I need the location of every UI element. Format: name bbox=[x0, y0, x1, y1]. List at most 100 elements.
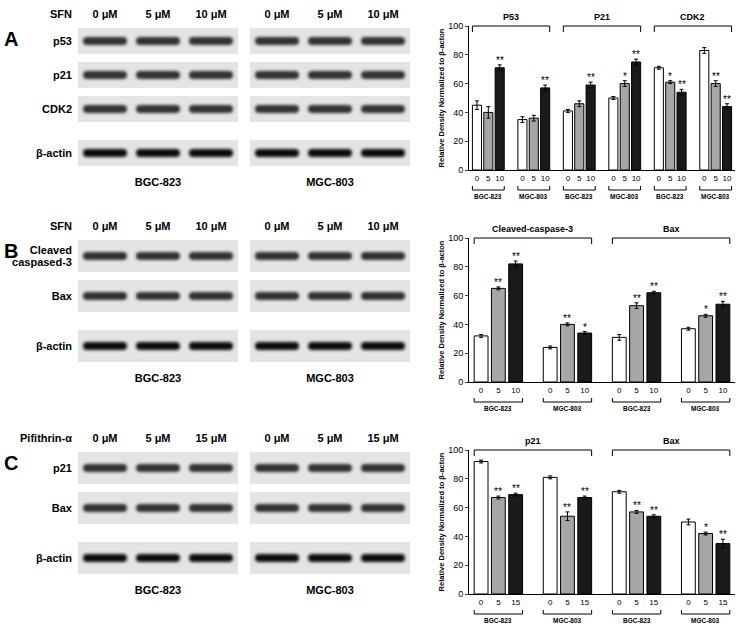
svg-text:MGC-803: MGC-803 bbox=[691, 617, 720, 624]
svg-text:p21: p21 bbox=[53, 69, 72, 81]
svg-text:5: 5 bbox=[634, 386, 639, 395]
svg-text:Cleaved-caspase-3: Cleaved-caspase-3 bbox=[492, 224, 573, 234]
svg-text:MGC-803: MGC-803 bbox=[553, 405, 582, 412]
svg-text:MGC-803: MGC-803 bbox=[701, 193, 730, 200]
svg-text:MGC-803: MGC-803 bbox=[610, 193, 639, 200]
svg-text:BGC-823: BGC-823 bbox=[135, 584, 181, 596]
svg-text:5: 5 bbox=[668, 174, 673, 183]
svg-text:0: 0 bbox=[458, 377, 463, 387]
svg-text:80: 80 bbox=[453, 262, 463, 272]
svg-text:0: 0 bbox=[475, 174, 480, 183]
svg-text:**: ** bbox=[633, 500, 641, 511]
svg-text:10: 10 bbox=[580, 386, 589, 395]
svg-text:**: ** bbox=[541, 75, 549, 86]
svg-text:0: 0 bbox=[479, 386, 484, 395]
svg-text:**: ** bbox=[678, 79, 686, 90]
svg-text:MGC-803: MGC-803 bbox=[691, 405, 720, 412]
svg-text:40: 40 bbox=[453, 532, 463, 542]
svg-text:20: 20 bbox=[453, 560, 463, 570]
svg-text:**: ** bbox=[581, 486, 589, 497]
svg-text:5: 5 bbox=[565, 386, 570, 395]
svg-text:5 μM: 5 μM bbox=[317, 8, 342, 20]
svg-text:80: 80 bbox=[453, 50, 463, 60]
svg-text:BGC-823: BGC-823 bbox=[135, 372, 181, 384]
svg-text:β-actin: β-actin bbox=[36, 552, 72, 564]
svg-text:C: C bbox=[4, 452, 18, 474]
svg-text:10: 10 bbox=[649, 386, 658, 395]
svg-text:5 μM: 5 μM bbox=[145, 220, 170, 232]
svg-text:BGC-823: BGC-823 bbox=[623, 617, 651, 624]
svg-text:BGC-823: BGC-823 bbox=[623, 405, 651, 412]
svg-text:60: 60 bbox=[453, 291, 463, 301]
svg-text:MGC-803: MGC-803 bbox=[553, 617, 582, 624]
svg-text:CDK2: CDK2 bbox=[680, 12, 705, 22]
svg-text:Bax: Bax bbox=[52, 290, 73, 302]
svg-text:5: 5 bbox=[623, 174, 628, 183]
svg-text:10: 10 bbox=[586, 174, 595, 183]
svg-text:p21: p21 bbox=[525, 436, 541, 446]
svg-text:**: ** bbox=[633, 293, 641, 304]
svg-text:5: 5 bbox=[496, 598, 501, 607]
svg-text:10 μM: 10 μM bbox=[195, 8, 226, 20]
svg-text:5 μM: 5 μM bbox=[145, 8, 170, 20]
svg-text:5: 5 bbox=[713, 174, 718, 183]
svg-text:0: 0 bbox=[686, 386, 691, 395]
svg-text:Relative Density Normalized to: Relative Density Normalized to β-acton bbox=[437, 240, 446, 379]
svg-text:10: 10 bbox=[718, 386, 727, 395]
svg-text:BGC-823: BGC-823 bbox=[484, 617, 512, 624]
svg-text:**: ** bbox=[563, 502, 571, 513]
svg-text:0: 0 bbox=[657, 174, 662, 183]
svg-text:40: 40 bbox=[453, 320, 463, 330]
svg-text:10: 10 bbox=[677, 174, 686, 183]
svg-text:MGC-803: MGC-803 bbox=[306, 372, 354, 384]
svg-text:**: ** bbox=[494, 486, 502, 497]
svg-text:**: ** bbox=[563, 313, 571, 324]
svg-text:*: * bbox=[623, 71, 627, 82]
svg-text:**: ** bbox=[650, 281, 658, 292]
svg-text:5: 5 bbox=[496, 386, 501, 395]
svg-text:0: 0 bbox=[548, 386, 553, 395]
svg-text:**: ** bbox=[712, 71, 720, 82]
svg-text:0: 0 bbox=[611, 174, 616, 183]
svg-text:15 μM: 15 μM bbox=[195, 432, 226, 444]
svg-text:10: 10 bbox=[511, 386, 520, 395]
svg-text:SFN: SFN bbox=[50, 8, 72, 20]
svg-text:80: 80 bbox=[453, 474, 463, 484]
svg-text:0: 0 bbox=[458, 165, 463, 175]
svg-text:0: 0 bbox=[479, 598, 484, 607]
svg-text:*: * bbox=[583, 322, 587, 333]
svg-text:0 μM: 0 μM bbox=[264, 220, 289, 232]
svg-text:0 μM: 0 μM bbox=[92, 220, 117, 232]
svg-text:5: 5 bbox=[532, 174, 537, 183]
svg-text:5: 5 bbox=[703, 598, 708, 607]
svg-text:Bax: Bax bbox=[663, 436, 680, 446]
svg-text:40: 40 bbox=[453, 108, 463, 118]
svg-text:100: 100 bbox=[448, 233, 463, 243]
svg-text:*: * bbox=[668, 71, 672, 82]
svg-text:10 μM: 10 μM bbox=[367, 8, 398, 20]
svg-text:BGC-823: BGC-823 bbox=[135, 176, 181, 188]
svg-text:**: ** bbox=[719, 291, 727, 302]
svg-text:P21: P21 bbox=[594, 12, 610, 22]
svg-text:10: 10 bbox=[723, 174, 732, 183]
svg-text:60: 60 bbox=[453, 503, 463, 513]
svg-text:15: 15 bbox=[649, 598, 658, 607]
svg-text:20: 20 bbox=[453, 348, 463, 358]
svg-text:10 μM: 10 μM bbox=[195, 220, 226, 232]
svg-text:**: ** bbox=[494, 277, 502, 288]
svg-text:p53: p53 bbox=[53, 35, 72, 47]
svg-text:BGC-823: BGC-823 bbox=[656, 193, 684, 200]
svg-text:BGC-823: BGC-823 bbox=[484, 405, 512, 412]
svg-text:10: 10 bbox=[541, 174, 550, 183]
svg-text:0: 0 bbox=[617, 386, 622, 395]
svg-text:60: 60 bbox=[453, 79, 463, 89]
svg-text:15 μM: 15 μM bbox=[367, 432, 398, 444]
svg-text:**: ** bbox=[587, 72, 595, 83]
svg-text:MGC-803: MGC-803 bbox=[519, 193, 548, 200]
svg-text:100: 100 bbox=[448, 445, 463, 455]
svg-text:0: 0 bbox=[548, 598, 553, 607]
svg-text:5: 5 bbox=[703, 386, 708, 395]
svg-text:**: ** bbox=[496, 55, 504, 66]
svg-text:0: 0 bbox=[458, 589, 463, 599]
svg-text:20: 20 bbox=[453, 136, 463, 146]
